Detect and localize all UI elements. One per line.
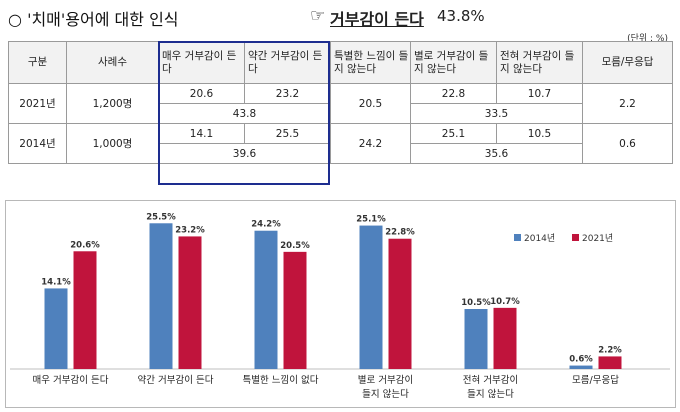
cell-neutral: 20.5 [330,83,411,124]
data-label: 22.8% [385,228,415,238]
key-finding-value: 43.8% [437,7,485,25]
bar-2021년 [493,307,517,369]
data-label: 20.5% [280,241,310,251]
data-label: 20.6% [70,240,100,250]
cell-unknown: 0.6 [582,123,673,164]
row-count: 1,000명 [66,123,159,164]
header-somewhat-reject: 약간 거부감이 든다 [244,41,331,84]
data-label: 25.5% [146,212,176,222]
pointing-hand-icon: ☞ [310,6,326,26]
bar-chart-svg: 14.1% 20.6% 매우 거부감이 든다 25.5% 23.2% 약간 거부감이 든다… [10,212,670,400]
x-tick-label: 전혀 거부감이 [463,374,518,386]
table-row: 2014년 1,000명 14.1 25.5 24.2 25.1 10.5 0.… [8,123,673,164]
header-neutral: 특별한 느낌이 들지 않는다 [330,41,411,84]
legend-label: 2021년 [582,233,613,244]
cell-not-at-all-reject: 10.7 [496,83,583,104]
cell-very-reject: 14.1 [158,123,245,144]
row-year: 2014년 [8,123,67,164]
data-label: 24.2% [251,220,281,230]
data-label: 25.1% [356,215,386,225]
legend-label: 2014년 [524,233,555,244]
key-finding-label: 거부감이 든다 [330,10,424,29]
header-category: 구분 [8,41,67,84]
bar-2021년 [73,251,97,369]
bar-2014년 [569,365,593,369]
table-header-row: 구분 사례수 매우 거부감이 든다 약간 거부감이 든다 특별한 느낌이 들지 … [8,41,673,84]
legend-swatch-2021년 [572,234,579,241]
cell-unknown: 2.2 [582,83,673,124]
title-row: ○ '치매'용어에 대한 인식 ☞ 거부감이 든다 43.8% [8,4,672,30]
data-label: 14.1% [41,277,71,287]
title-bullet: ○ [8,10,22,29]
header-not-much-reject: 별로 거부감이 들지 않는다 [410,41,497,84]
legend-swatch-2014년 [514,234,521,241]
bar-2021년 [178,236,202,369]
table-subtotal-row: 39.6 35.6 [9,143,673,164]
bar-2021년 [598,356,622,369]
cell-accept-subtotal: 35.6 [410,143,583,164]
row-year: 2021년 [8,83,67,124]
page-title: ○ '치매'용어에 대한 인식 [8,6,179,30]
bar-2021년 [283,251,307,369]
summary-table: 구분 사례수 매우 거부감이 든다 약간 거부감이 든다 특별한 느낌이 들지 … [8,41,673,164]
cell-not-much-reject: 25.1 [410,123,497,144]
data-label: 23.2% [175,225,205,235]
x-tick-label: 들지 않는다 [362,389,409,400]
bar-2014년 [464,309,488,369]
bar-chart: 14.1% 20.6% 매우 거부감이 든다 25.5% 23.2% 약간 거부감이 든다… [5,200,676,408]
x-tick-label: 들지 않는다 [467,389,514,400]
bar-2014년 [254,230,278,369]
title-text: '치매'용어에 대한 인식 [27,10,179,29]
cell-neutral: 24.2 [330,123,411,164]
x-tick-label: 별로 거부감이 [358,374,413,386]
bar-2014년 [359,225,383,369]
data-label: 10.5% [461,298,491,308]
header-very-reject: 매우 거부감이 든다 [158,41,245,84]
data-label: 0.6% [569,355,593,365]
data-label: 2.2% [598,345,622,355]
x-tick-label: 특별한 느낌이 없다 [243,374,319,386]
x-tick-label: 모름/무응답 [572,374,619,386]
x-tick-label: 약간 거부감이 든다 [138,374,214,386]
cell-somewhat-reject: 25.5 [244,123,331,144]
header-sample-size: 사례수 [66,41,159,84]
bar-2021년 [388,238,412,369]
cell-reject-subtotal: 43.8 [158,103,331,124]
table-row: 2021년 1,200명 20.6 23.2 20.5 22.8 10.7 2.… [8,83,673,124]
cell-not-at-all-reject: 10.5 [496,123,583,144]
cell-not-much-reject: 22.8 [410,83,497,104]
cell-accept-subtotal: 33.5 [410,103,583,124]
cell-somewhat-reject: 23.2 [244,83,331,104]
data-label: 10.7% [490,297,520,307]
bar-2014년 [149,223,173,369]
header-not-at-all-reject: 전혀 거부감이 들지 않는다 [496,41,583,84]
header-unknown: 모름/무응답 [582,41,673,84]
cell-reject-subtotal: 39.6 [158,143,331,164]
row-count: 1,200명 [66,83,159,124]
cell-very-reject: 20.6 [158,83,245,104]
unit-label: (단위 : %) [627,34,668,44]
bar-2014년 [44,288,68,369]
x-tick-label: 매우 거부감이 든다 [33,374,109,386]
